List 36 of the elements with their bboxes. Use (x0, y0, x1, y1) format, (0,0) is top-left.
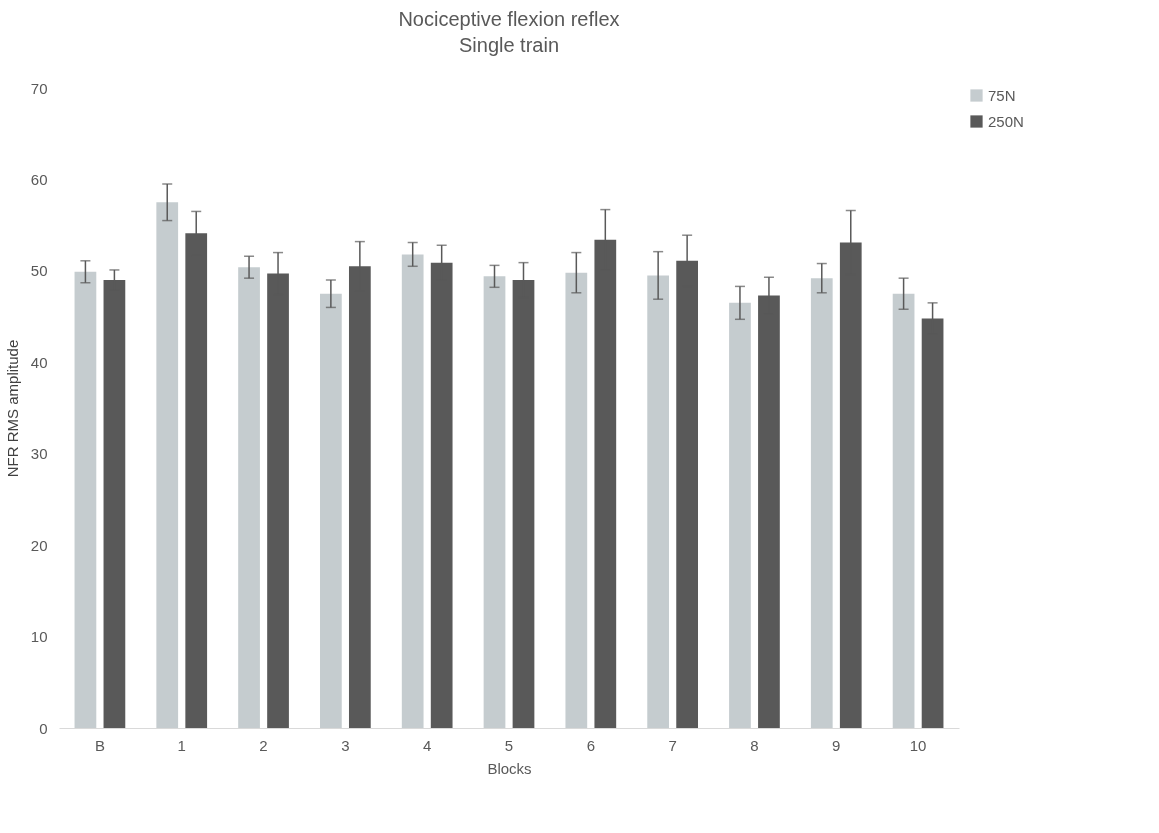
x-tick-label: 5 (504, 736, 514, 754)
x-tick-label: 3 (341, 736, 350, 754)
bar (320, 293, 342, 728)
bar (565, 272, 588, 728)
y-tick-label: 60 (30, 170, 48, 188)
bar (401, 254, 424, 728)
x-tick-label: 2 (259, 736, 268, 754)
y-tick-label: 50 (30, 262, 48, 280)
bar (74, 271, 97, 728)
x-axis-title: Blocks (487, 759, 532, 777)
x-tick-label: 4 (423, 736, 432, 754)
chart-title: Nociceptive flexion reflex (398, 8, 620, 30)
chart-subtitle: Single train (458, 34, 560, 56)
bar (483, 276, 506, 728)
x-tick-label: 6 (586, 736, 595, 754)
bar (647, 275, 670, 728)
x-tick-label: 7 (668, 736, 677, 754)
y-tick-label: 10 (30, 628, 48, 646)
bar (729, 302, 751, 728)
legend-label: 250N (988, 112, 1024, 130)
x-tick-label: 9 (832, 736, 841, 754)
y-tick-label: 40 (30, 353, 48, 371)
x-tick-label: 1 (177, 736, 186, 754)
x-tick-label: B (94, 736, 105, 754)
y-tick-label: 70 (30, 79, 48, 97)
y-axis-title: NFR RMS amplitude (3, 339, 21, 478)
y-tick-label: 0 (39, 719, 48, 737)
legend-label: 75N (988, 86, 1016, 104)
bar (892, 293, 915, 728)
bar (810, 278, 833, 728)
y-tick-label: 30 (30, 445, 48, 463)
x-tick-label: 8 (750, 736, 759, 754)
x-tick-label: 10 (909, 736, 927, 754)
y-tick-label: 20 (30, 536, 48, 554)
bar (238, 267, 260, 728)
bar (156, 202, 179, 728)
